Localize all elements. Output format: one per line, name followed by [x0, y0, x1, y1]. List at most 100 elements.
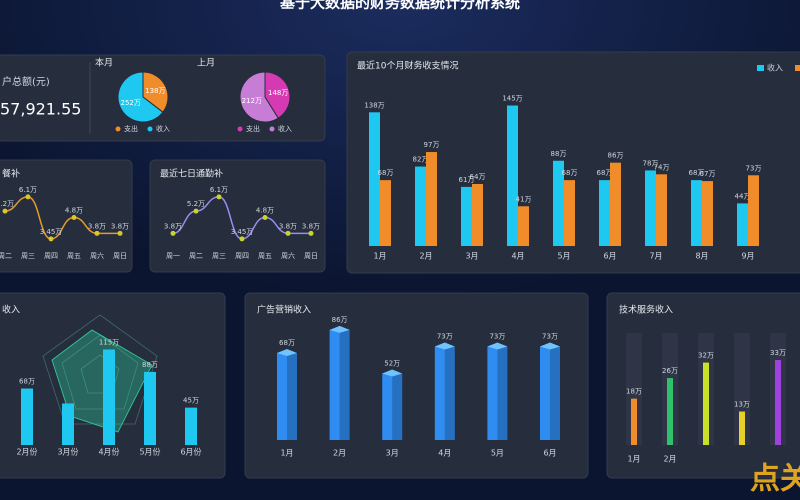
value-label: 88万	[551, 150, 567, 158]
x-tick-label: 周二	[0, 252, 12, 260]
value-label: 68万	[378, 169, 394, 177]
bar-shade	[550, 346, 560, 440]
value-label: 74万	[654, 163, 670, 171]
x-tick-label: 8月	[695, 252, 708, 261]
bar-track	[626, 333, 642, 445]
bar	[144, 371, 156, 445]
legend-dot	[147, 126, 153, 132]
point	[170, 230, 176, 236]
account-amount: 57,921.55	[0, 100, 81, 119]
panel-title: 最近10个月财务收支情况	[357, 60, 458, 72]
bar	[382, 373, 403, 440]
value-label: 6.1万	[19, 186, 37, 194]
value-label: 86万	[332, 316, 348, 324]
bar-top	[434, 342, 455, 350]
value-label: 6.1万	[210, 186, 228, 194]
bar-top	[277, 348, 297, 356]
value-label: 68万	[562, 169, 578, 177]
x-tick-label: 周六	[281, 251, 295, 260]
panel-title: 收入	[2, 304, 20, 316]
legend-label: 支出	[246, 124, 260, 133]
value-label: 3.45万	[40, 228, 63, 236]
point	[2, 208, 8, 214]
x-tick-label: 4月	[511, 252, 524, 261]
commute-panel	[149, 159, 326, 273]
bar	[737, 203, 748, 246]
bar	[62, 403, 74, 445]
x-tick-label: 2月	[419, 252, 432, 261]
pie-label: 212万	[242, 97, 262, 105]
point	[25, 194, 31, 200]
bar	[702, 181, 713, 246]
pie-slice	[117, 71, 164, 123]
bar	[656, 174, 667, 246]
value-label: 33万	[770, 349, 786, 357]
watermark: 点关注	[750, 462, 800, 497]
bar	[775, 360, 781, 445]
bar	[21, 388, 33, 445]
value-label: 61万	[459, 176, 475, 184]
x-tick-label: 6月	[603, 252, 616, 261]
meal-panel	[0, 159, 133, 273]
legend-swatch	[757, 65, 764, 71]
bar-shade	[444, 346, 455, 440]
value-label: 138万	[364, 101, 384, 109]
value-label: 3.8万	[302, 222, 320, 230]
x-tick-label: 周四	[44, 252, 58, 260]
x-tick-label: 2月	[663, 455, 676, 464]
panel-title: 技术服务收入	[619, 304, 673, 316]
pie-label: 252万	[120, 99, 140, 107]
bar	[369, 112, 380, 246]
panel-title: 最近七日通勤补	[160, 168, 223, 180]
value-label: 68万	[597, 169, 613, 177]
value-label: 26万	[662, 367, 678, 375]
value-label: 86万	[608, 152, 624, 160]
legend-swatch	[795, 65, 800, 71]
x-tick-label: 4月份	[98, 447, 119, 457]
point	[48, 236, 54, 242]
point	[193, 208, 199, 214]
value-label: 3.8万	[111, 222, 129, 230]
x-tick-label: 7月	[649, 252, 662, 261]
x-tick-label: 9月	[741, 252, 754, 261]
x-tick-label: 周日	[304, 252, 318, 260]
value-label: 32万	[698, 352, 714, 360]
x-tick-label: 6月份	[180, 447, 201, 457]
bar	[415, 166, 426, 246]
x-tick-label: 周四	[235, 252, 249, 260]
value-label: 44万	[735, 192, 751, 200]
pie-slice	[142, 71, 169, 113]
x-tick-label: 2月	[333, 449, 346, 458]
bar	[610, 162, 621, 246]
value-label: 13万	[734, 401, 750, 409]
value-label: 41万	[516, 195, 532, 203]
value-label: 3.8万	[164, 222, 182, 230]
bar-top	[382, 369, 403, 377]
bar-top	[487, 342, 508, 350]
value-label: 78万	[643, 159, 659, 167]
bar	[426, 152, 437, 246]
bar-shade	[497, 346, 508, 440]
pie-title: 本月	[95, 57, 113, 69]
bar	[461, 186, 472, 246]
radar-decoration	[42, 314, 158, 433]
value-label: 68万	[19, 378, 35, 386]
bar	[185, 407, 197, 445]
pie-title: 上月	[197, 58, 215, 69]
account-label: 户总额(元)	[2, 75, 50, 88]
page-title: 基于大数据的财务数据统计分析系统	[279, 0, 520, 12]
bar	[518, 206, 529, 246]
value-label: 88万	[142, 361, 158, 369]
value-label: 67万	[700, 170, 716, 178]
x-tick-label: 周五	[67, 252, 81, 260]
value-label: 18万	[626, 388, 642, 396]
bar	[645, 170, 656, 246]
value-label: 145万	[502, 95, 522, 103]
x-tick-label: 周六	[90, 251, 104, 260]
value-label: 45万	[183, 397, 199, 405]
bar-track	[734, 333, 750, 445]
point	[94, 230, 100, 236]
x-tick-label: 5月	[491, 449, 504, 458]
